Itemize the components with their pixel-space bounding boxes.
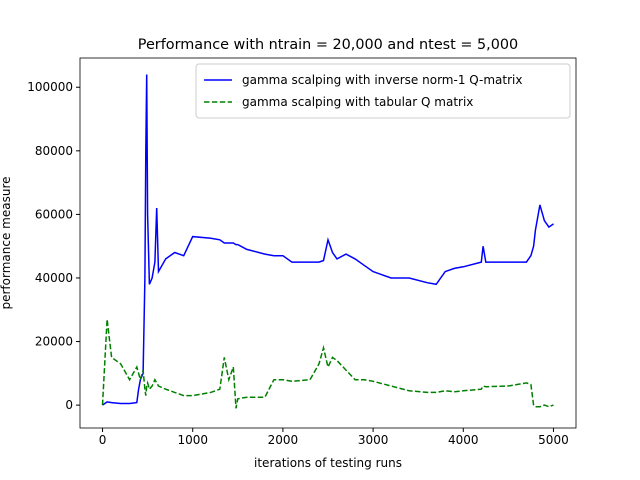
y-axis-label: performance measure bbox=[0, 176, 13, 309]
y-tick-label: 20000 bbox=[35, 335, 73, 349]
x-tick-label: 0 bbox=[99, 433, 107, 447]
x-tick-label: 5000 bbox=[538, 433, 569, 447]
x-tick-label: 1000 bbox=[177, 433, 208, 447]
legend-label: gamma scalping with tabular Q matrix bbox=[242, 95, 473, 109]
y-tick-label: 40000 bbox=[35, 271, 73, 285]
y-tick-label: 60000 bbox=[35, 207, 73, 221]
x-tick-label: 3000 bbox=[358, 433, 389, 447]
legend-box bbox=[195, 63, 571, 119]
series-line bbox=[101, 319, 554, 409]
series-line bbox=[102, 74, 554, 406]
y-tick-label: 0 bbox=[65, 398, 73, 412]
y-tick-label: 100000 bbox=[27, 80, 73, 94]
chart-title: Performance with ntrain = 20,000 and nte… bbox=[138, 37, 518, 53]
legend-label: gamma scalping with inverse norm-1 Q-mat… bbox=[242, 73, 523, 87]
plot-frame bbox=[79, 57, 577, 429]
x-tick-label: 4000 bbox=[448, 433, 479, 447]
x-tick-label: 2000 bbox=[268, 433, 299, 447]
x-axis-label: iterations of testing runs bbox=[254, 456, 402, 470]
y-tick-label: 80000 bbox=[35, 144, 73, 158]
